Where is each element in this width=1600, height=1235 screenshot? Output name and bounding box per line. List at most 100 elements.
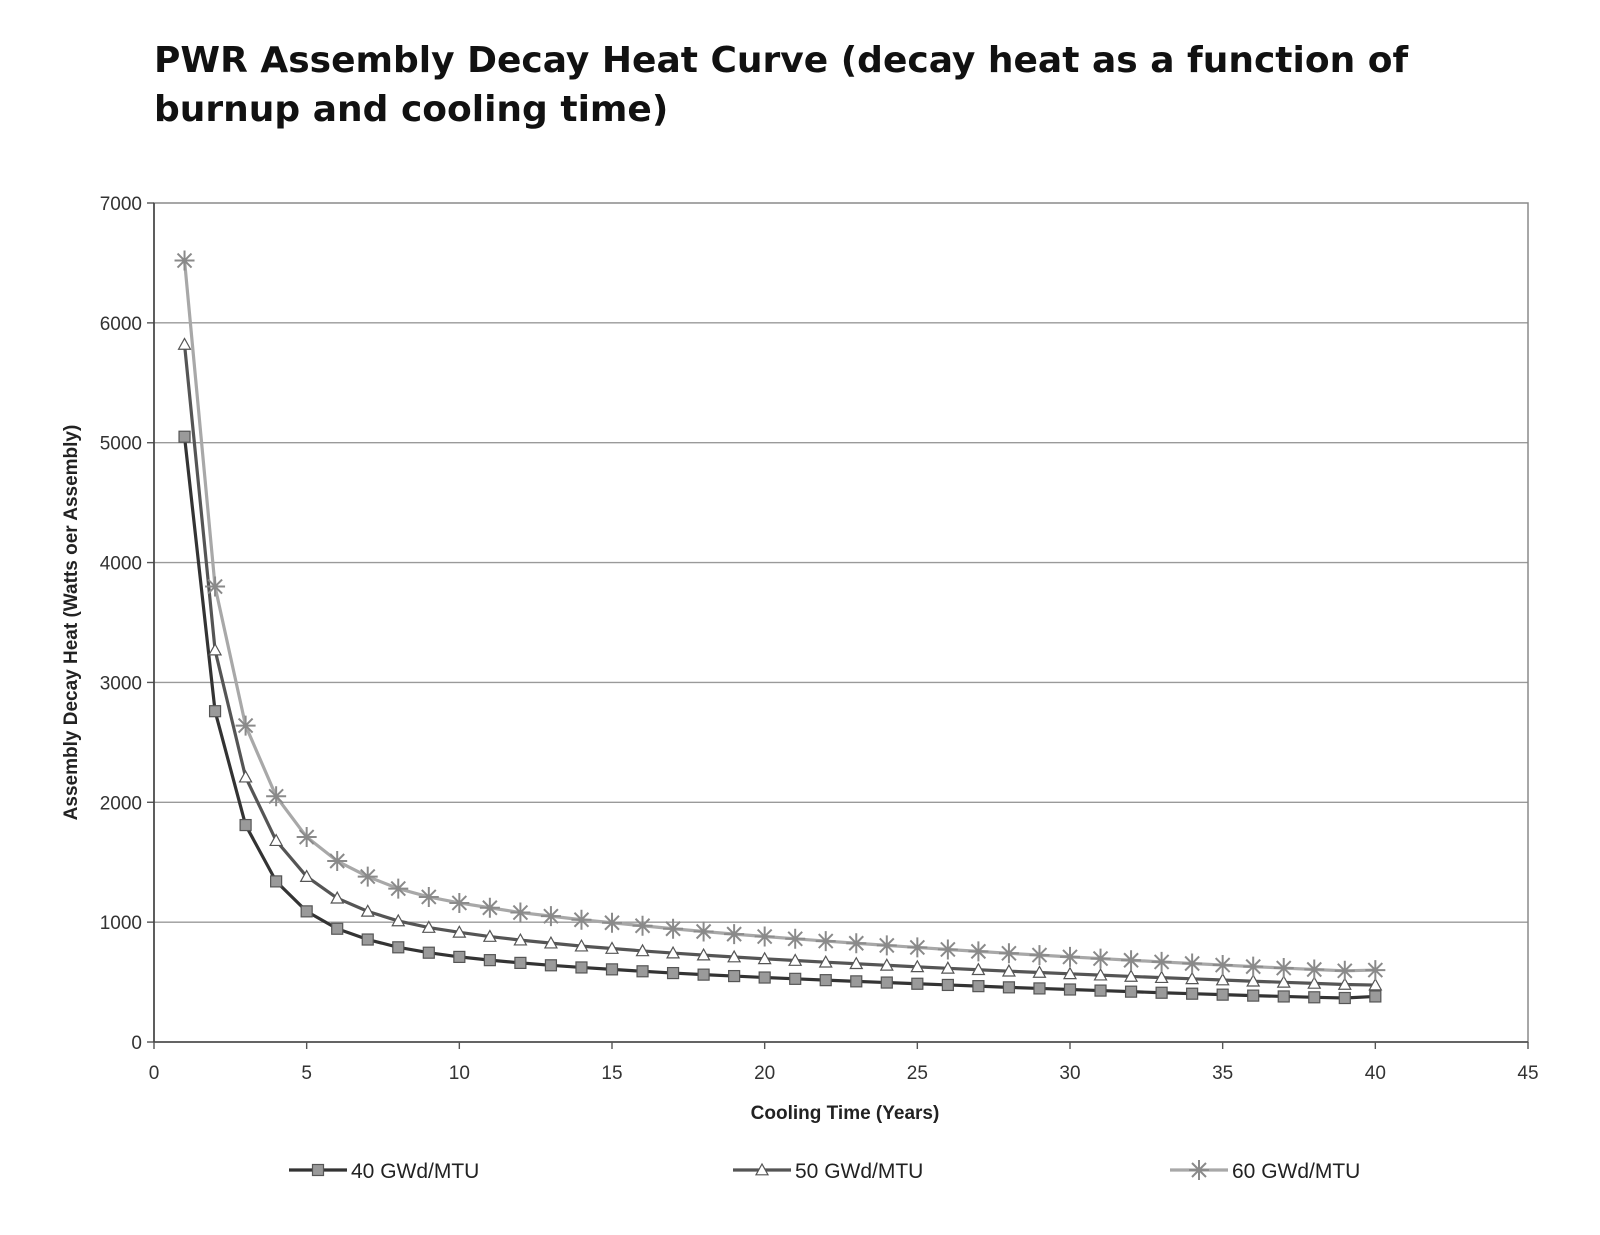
data-point <box>331 922 344 935</box>
data-point <box>269 833 284 847</box>
data-point <box>178 430 191 443</box>
data-point <box>1063 983 1077 996</box>
data-point <box>544 959 558 972</box>
data-point <box>728 969 741 983</box>
data-point <box>1029 945 1050 966</box>
data-point <box>238 769 253 783</box>
data-point <box>266 786 287 807</box>
data-point <box>1186 987 1199 1000</box>
series-layer <box>174 250 1386 1005</box>
x-tick-label: 20 <box>754 1063 775 1084</box>
data-point <box>1247 989 1260 1002</box>
legend-item: 60 GWd/MTU <box>1170 1160 1360 1183</box>
data-point <box>388 878 409 899</box>
data-point <box>602 912 622 933</box>
data-point <box>361 933 374 946</box>
data-point <box>1308 991 1321 1004</box>
data-point <box>1338 991 1351 1005</box>
x-tick-label: 10 <box>449 1063 470 1084</box>
page-title: PWR Assembly Decay Heat Curve (decay hea… <box>154 40 1409 130</box>
axes: 0 1000 2000 3000 4000 5000 6000 7000 0 5 10 15 20 25 3… <box>100 194 1539 1084</box>
x-tick-label: 40 <box>1365 1063 1386 1084</box>
plot-area-frame <box>153 202 1529 1043</box>
series-40-gwd-mtu <box>178 430 1382 1005</box>
data-point <box>1090 948 1111 969</box>
data-point <box>693 921 714 942</box>
legend-item: 40 GWd/MTU <box>289 1160 479 1183</box>
data-point <box>571 909 592 930</box>
data-point <box>208 705 222 718</box>
gridlines <box>154 322 1528 923</box>
data-point <box>1216 988 1229 1001</box>
data-point <box>1212 955 1233 976</box>
data-point <box>1246 973 1261 987</box>
data-point <box>1094 984 1107 997</box>
series-line <box>182 344 1376 987</box>
legend: 40 GWd/MTU 50 GWd/MTU 60 GWd/MTU <box>289 1160 1360 1183</box>
x-tick-label: 35 <box>1212 1063 1233 1084</box>
y-tick-label: 1000 <box>100 913 142 934</box>
data-point <box>296 827 317 848</box>
data-point <box>452 925 467 938</box>
data-point <box>1124 985 1138 998</box>
data-point <box>513 932 528 946</box>
x-tick-label: 0 <box>149 1063 160 1084</box>
data-point <box>421 920 436 933</box>
data-point <box>392 941 405 954</box>
data-point <box>1155 986 1168 999</box>
legend-label: 50 GWd/MTU <box>795 1160 923 1183</box>
data-point <box>880 976 893 989</box>
data-point <box>1304 959 1325 980</box>
x-tick-label: 25 <box>907 1063 928 1084</box>
data-point <box>482 929 497 942</box>
data-point <box>1334 960 1355 981</box>
legend-item: 50 GWd/MTU <box>733 1160 923 1183</box>
series-line <box>182 436 1376 1000</box>
data-point <box>879 958 894 971</box>
data-point <box>575 961 588 974</box>
data-point <box>1276 975 1291 988</box>
data-point <box>632 915 653 936</box>
data-point <box>330 890 345 904</box>
data-point <box>785 928 806 949</box>
data-point <box>1002 981 1016 994</box>
data-point <box>510 902 531 923</box>
legend-label: 60 GWd/MTU <box>1232 1160 1360 1183</box>
legend-marker <box>754 1162 770 1176</box>
y-tick-label: 0 <box>131 1033 142 1054</box>
data-point <box>1124 969 1139 982</box>
data-point <box>849 956 864 970</box>
data-point <box>1151 951 1172 972</box>
y-tick-label: 2000 <box>100 793 142 814</box>
data-point <box>1215 972 1230 986</box>
data-point <box>819 974 832 987</box>
data-point <box>235 715 256 736</box>
data-point <box>788 953 803 966</box>
data-point <box>174 250 195 271</box>
x-tick-label: 45 <box>1517 1063 1538 1084</box>
data-point <box>876 935 897 956</box>
data-point <box>360 904 375 917</box>
data-point <box>422 946 435 959</box>
data-point <box>418 886 439 907</box>
data-point <box>666 945 681 959</box>
data-point <box>846 933 867 954</box>
data-point <box>663 918 684 939</box>
data-point <box>605 963 619 976</box>
data-point <box>1243 956 1264 977</box>
data-point <box>327 851 348 872</box>
data-point <box>1307 976 1322 989</box>
legend-marker <box>311 1163 325 1177</box>
data-point <box>907 937 928 958</box>
y-tick-label: 7000 <box>100 194 142 215</box>
data-point <box>1185 971 1200 985</box>
data-point <box>479 897 500 918</box>
data-point <box>1060 946 1080 967</box>
data-point <box>300 905 313 918</box>
data-point <box>1093 967 1108 981</box>
series-60-gwd-mtu <box>174 250 1386 981</box>
x-axis-title: Cooling Time (Years) <box>751 1103 940 1124</box>
data-point <box>177 337 192 350</box>
data-point <box>1182 953 1203 974</box>
